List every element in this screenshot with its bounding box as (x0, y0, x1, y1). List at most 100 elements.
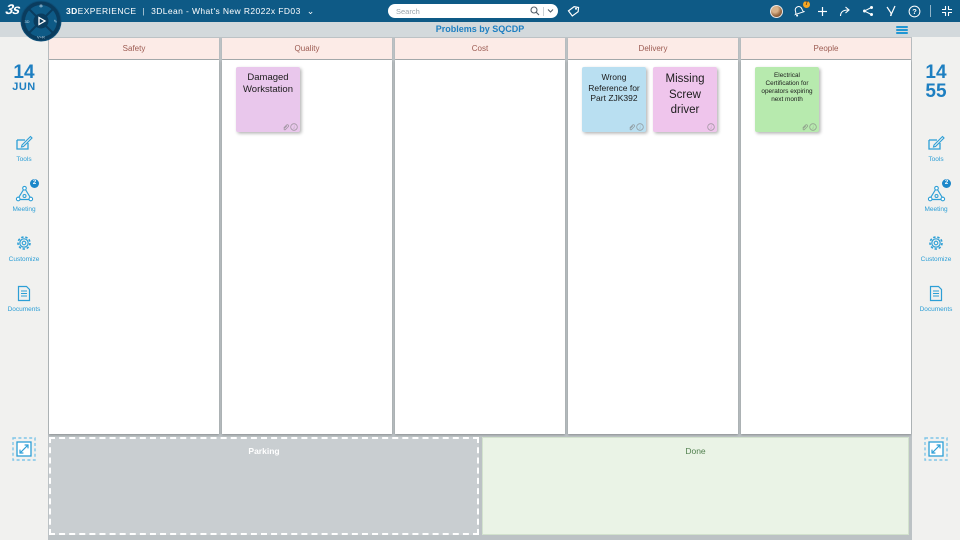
share-nodes-icon[interactable] (861, 4, 875, 18)
brand-3d: 3D (66, 6, 78, 16)
share-arrow-icon[interactable] (838, 4, 852, 18)
collapse-fullscreen-icon[interactable] (940, 4, 954, 18)
board-menu-icon[interactable] (896, 26, 908, 34)
documents-icon (926, 283, 946, 303)
info-icon[interactable]: i (707, 123, 715, 131)
brand-divider: | (142, 6, 146, 16)
chevron-down-icon[interactable]: ⌄ (306, 5, 315, 16)
board-title-bar: Problems by SQCDP (0, 22, 960, 37)
expand-board-icon[interactable] (923, 436, 949, 462)
svg-text:i: i (710, 126, 712, 131)
sticky-note-text: Missing Screw driver (665, 73, 705, 117)
svg-text:?: ? (912, 7, 917, 16)
date-display: 14 JUN (12, 63, 36, 93)
info-icon[interactable]: i (809, 123, 817, 131)
note-icons: i (707, 123, 715, 131)
sidebar-item-documents[interactable]: Documents (919, 283, 953, 313)
sidebar-item-tools[interactable]: Tools (926, 133, 946, 163)
column-header: Delivery (568, 38, 738, 59)
parking-label: Parking (248, 446, 280, 456)
customize-gear-icon (926, 233, 946, 253)
column-body[interactable]: Wrong Reference for Part ZJK392 i Missing … (568, 60, 738, 434)
column-body[interactable]: Damaged Workstation i (222, 60, 392, 434)
note-icons: i (282, 123, 298, 131)
sticky-note[interactable]: Electrical Certification for operators e… (755, 67, 819, 132)
meeting-badge: 2 (942, 179, 951, 188)
search-icon[interactable] (530, 6, 540, 16)
topbar-separator (930, 5, 931, 17)
sidebar-item-meeting[interactable]: 2 Meeting (12, 179, 39, 213)
sidebar-item-label: Documents (919, 306, 953, 313)
column-body[interactable]: Electrical Certification for operators e… (741, 60, 911, 434)
svg-text:V+R: V+R (37, 35, 45, 40)
sidebar-item-customize[interactable]: Customize (920, 233, 952, 263)
note-icons: i (628, 123, 644, 131)
meeting-icon: 2 (14, 179, 39, 203)
column-header: Cost (395, 38, 565, 59)
svg-text:i: i (639, 126, 641, 131)
search-bar[interactable] (388, 4, 558, 18)
tools-icon (926, 133, 946, 153)
attachment-icon[interactable] (801, 123, 808, 131)
sidebar-item-documents[interactable]: Documents (8, 283, 40, 313)
sticky-note[interactable]: Missing Screw driver i (653, 67, 717, 132)
app-breadcrumb[interactable]: 3DEXPERIENCE | 3DLean - What's New R2022… (66, 0, 315, 22)
top-bar: 3s 3DEXPERIENCE | 3DLean - What's New R2… (0, 0, 960, 22)
sidebar-item-customize[interactable]: Customize (8, 233, 40, 263)
attachment-icon[interactable] (628, 123, 635, 131)
sticky-note[interactable]: Damaged Workstation i (236, 67, 300, 132)
time-display: 14 55 (925, 63, 946, 101)
customize-gear-icon (14, 233, 34, 253)
left-sidebar-items: Tools 2 Meeting Customize Documents (8, 133, 40, 313)
svg-text:i: i (812, 126, 814, 131)
svg-text:3D: 3D (24, 19, 29, 24)
sidebar-item-meeting[interactable]: 2 Meeting (924, 179, 951, 213)
documents-icon (14, 283, 34, 303)
meeting-icon: 2 (926, 179, 951, 203)
left-sidebar: 14 JUN Tools 2 Meeting Custo (0, 37, 48, 540)
sidebar-item-label: Customize (8, 256, 40, 263)
svg-text:✻: ✻ (39, 4, 43, 9)
search-options-chevron-icon[interactable] (547, 8, 554, 14)
sidebar-item-label: Tools (928, 156, 944, 163)
info-icon[interactable]: i (290, 123, 298, 131)
column-body[interactable] (395, 60, 565, 434)
sticky-note-text: Damaged Workstation (243, 72, 293, 95)
brand-experience: EXPERIENCE (77, 6, 137, 16)
done-zone[interactable]: Done (482, 437, 909, 535)
note-icons: i (801, 123, 817, 131)
sidebar-item-label: Tools (16, 156, 32, 163)
parking-zone[interactable]: Parking (49, 437, 479, 535)
app-title: 3DLean - What's New R2022x FD03 (151, 6, 301, 16)
board-column: People Electrical Certification for opera… (741, 38, 911, 434)
add-plus-icon[interactable] (815, 4, 829, 18)
date-day: 14 (13, 62, 35, 83)
tag-icon[interactable] (565, 3, 581, 19)
top-bar-actions: 7 ? (769, 0, 958, 22)
sidebar-item-label: Customize (920, 256, 952, 263)
notifications-bell-icon[interactable]: 7 (792, 1, 810, 18)
column-header: Safety (49, 38, 219, 59)
expand-board-icon[interactable] (11, 436, 37, 462)
3dcompass[interactable]: ✻ V+R 3D ✎ (20, 0, 62, 42)
sticky-note[interactable]: Wrong Reference for Part ZJK392 i (582, 67, 646, 132)
time-minutes: 55 (925, 81, 947, 102)
board-column: Quality Damaged Workstation i (222, 38, 392, 434)
sticky-note-text: Wrong Reference for Part ZJK392 (588, 72, 640, 104)
column-header: Quality (222, 38, 392, 59)
attachment-icon[interactable] (282, 123, 289, 131)
avatar[interactable] (769, 4, 783, 18)
sidebar-item-tools[interactable]: Tools (14, 133, 34, 163)
search-input[interactable] (396, 6, 530, 16)
help-icon[interactable]: ? (907, 4, 921, 18)
3dswym-icon[interactable] (884, 4, 898, 18)
column-body[interactable] (49, 60, 219, 434)
info-icon[interactable]: i (636, 123, 644, 131)
svg-text:i: i (293, 126, 295, 131)
notification-badge: 7 (803, 1, 810, 8)
meeting-badge: 2 (30, 179, 39, 188)
done-label: Done (685, 446, 706, 456)
date-month: JUN (12, 81, 36, 93)
sidebar-item-label: Meeting (12, 206, 36, 213)
